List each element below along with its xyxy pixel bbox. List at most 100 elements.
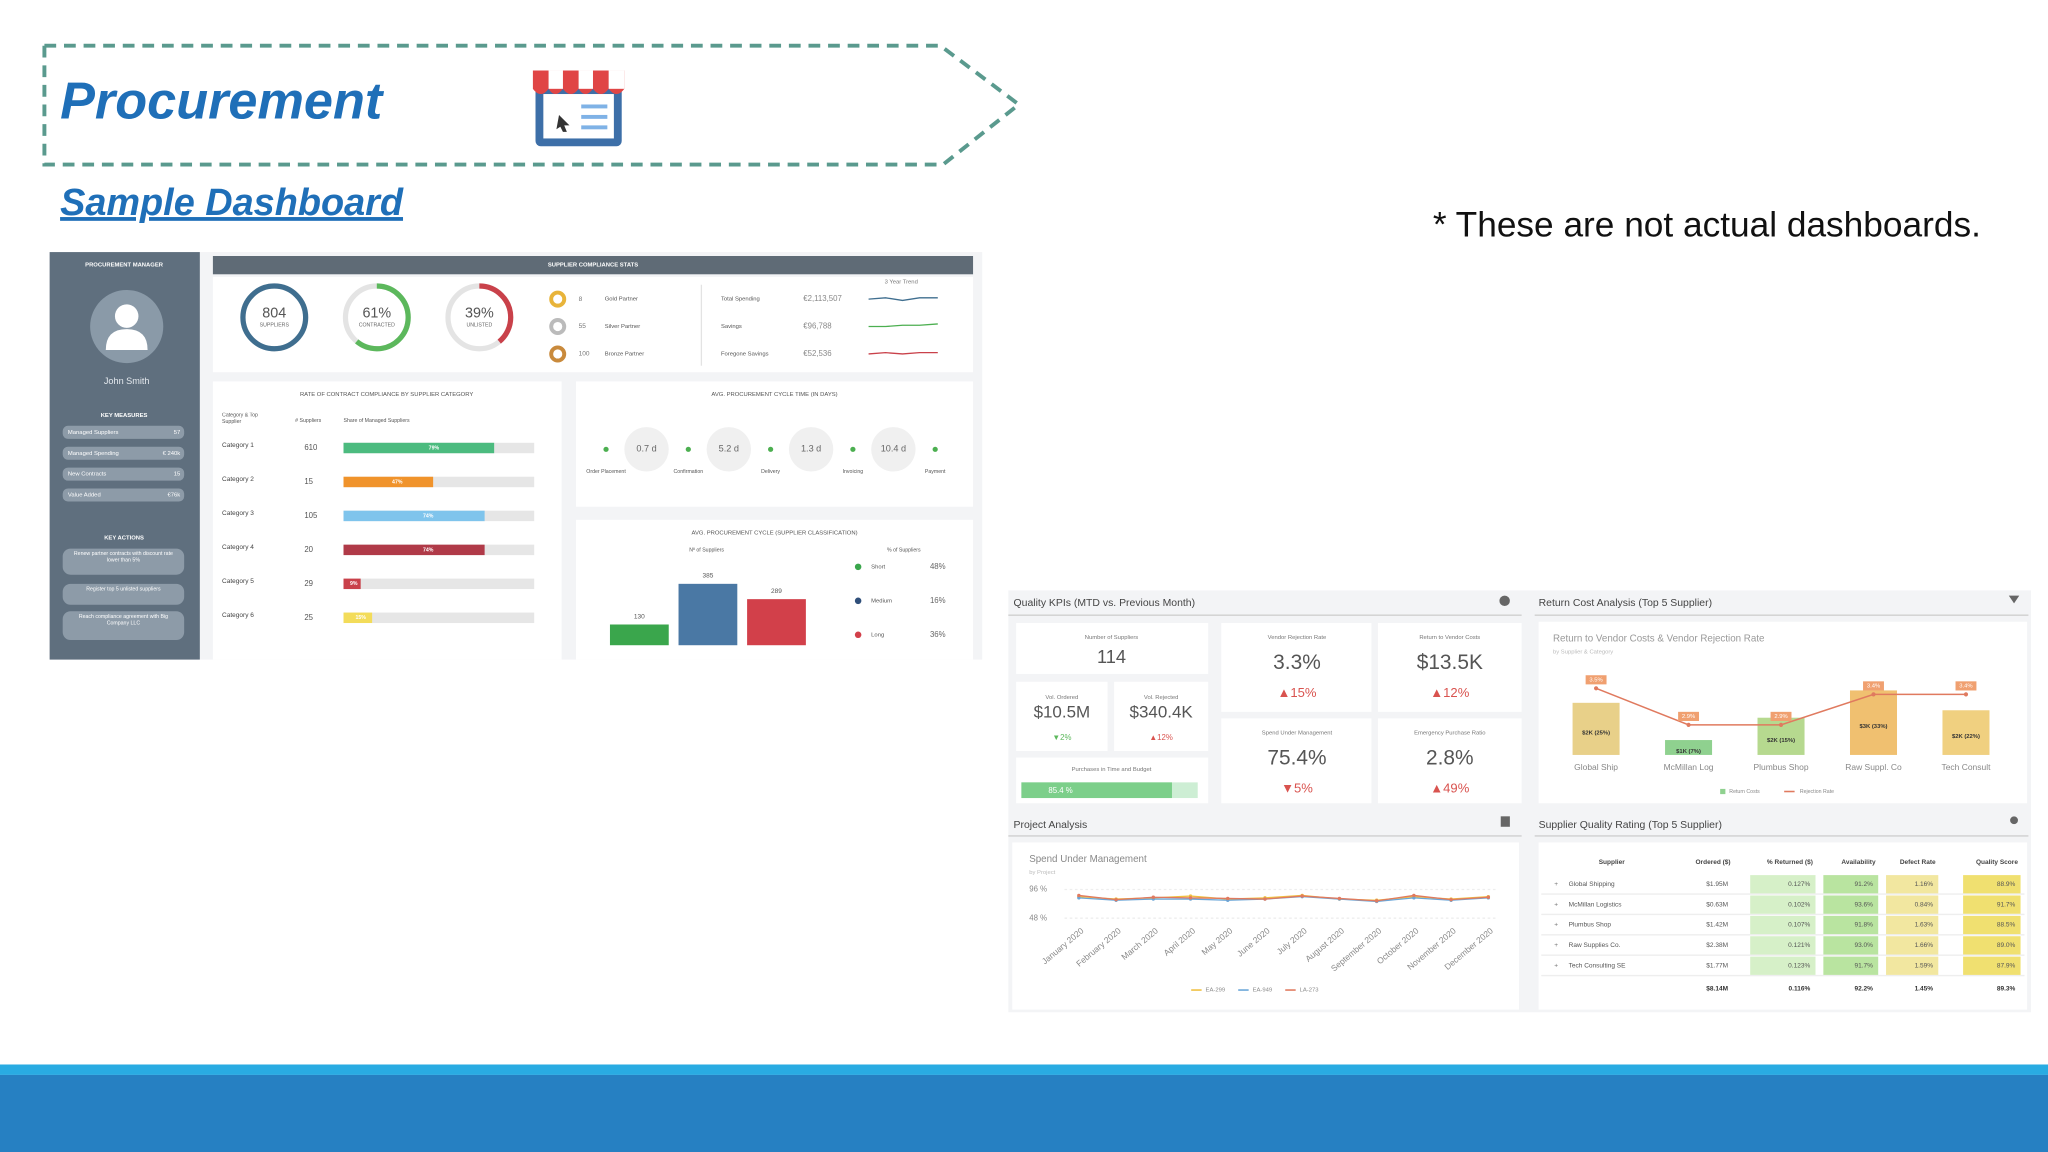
kpi-value: 3.3%: [1273, 651, 1321, 674]
action-text: Register top 5 unlisted suppliers: [86, 586, 160, 591]
cell-highlight: [1750, 956, 1816, 975]
category-label: Category 4: [222, 544, 254, 551]
rate-label-box: [1863, 681, 1884, 691]
column-header: Ordered ($): [1695, 859, 1730, 866]
rate-label-box: [1585, 675, 1607, 685]
kpi-value: 114: [1097, 646, 1126, 667]
table-cell: 91.7%: [1854, 962, 1873, 969]
share-label: 15%: [355, 615, 366, 621]
measure-value: €76k: [168, 493, 181, 499]
total-cell: 92.2%: [1854, 985, 1873, 992]
measure-value: € 240k: [163, 451, 181, 457]
series-point: [1449, 897, 1453, 902]
table-cell: $1.77M: [1706, 962, 1728, 969]
partner-count: 100: [579, 351, 590, 358]
chart-title: Return to Vendor Costs & Vendor Rejectio…: [1553, 633, 1765, 644]
cell-highlight: [1750, 875, 1816, 894]
legend-share: 36%: [930, 630, 946, 639]
cell-highlight: [1886, 936, 1939, 955]
kpi-value: $13.5K: [1417, 651, 1483, 674]
panel-title: SUPPLIER COMPLIANCE STATS: [548, 263, 638, 269]
section-title: KEY ACTIONS: [104, 536, 144, 542]
panel-title: AVG. PROCUREMENT CYCLE TIME (IN DAYS): [711, 392, 837, 398]
cell-highlight: [1823, 915, 1879, 935]
cell-highlight: [1750, 895, 1816, 914]
series-point: [1226, 896, 1230, 901]
legend-label: Short: [871, 564, 885, 570]
kpi-change: ▲12%: [1430, 685, 1469, 700]
share-bar: [343, 544, 485, 556]
cost-label: $2K (25%): [1582, 730, 1610, 736]
measure-pill: [62, 488, 185, 502]
category-label: Raw Suppl. Co: [1845, 762, 1902, 772]
legend-dot: [854, 597, 862, 605]
category-label: Plumbus Shop: [1753, 762, 1808, 772]
table-cell: 93.0%: [1854, 942, 1873, 949]
column-header: % Returned ($): [1767, 859, 1813, 866]
series-line: [1078, 894, 1489, 902]
table-cell: 88.5%: [1997, 922, 2016, 929]
category-label: Category 2: [222, 476, 254, 483]
cost-label: $1K (7%): [1676, 749, 1701, 755]
table-cell: 87.9%: [1997, 962, 2016, 969]
total-cell: 1.45%: [1915, 985, 1934, 992]
partner-badge: [549, 345, 567, 363]
measure-label: Managed Suppliers: [68, 430, 119, 436]
duration-bubble: [624, 427, 669, 472]
bar-value: 289: [771, 588, 782, 595]
cell-highlight: [1823, 936, 1879, 955]
section-title: KEY MEASURES: [101, 413, 148, 419]
legend-label: LA-273: [1300, 988, 1319, 994]
legend-dot: [854, 563, 862, 571]
rate-label-box: [1770, 711, 1792, 721]
kpi-value: 75.4%: [1267, 746, 1326, 769]
share-bar: [343, 578, 361, 590]
dashboard-2-frame: [1008, 590, 2032, 1013]
rate-point: [1871, 692, 1876, 697]
cost-bar: [1942, 710, 1990, 755]
step-label: Payment: [925, 469, 946, 474]
supplier-name: McMillan Logistics: [1569, 901, 1623, 908]
rate-label: 3.5%: [1589, 677, 1602, 683]
category-label: Tech Consult: [1941, 762, 1991, 772]
measure-pill: [62, 425, 185, 439]
rate-label: 2.9%: [1774, 714, 1787, 720]
gauge-caption: SUPPLIERS: [260, 323, 290, 329]
spending-value: €52,536: [803, 349, 832, 358]
step-label-text: Delivery: [761, 468, 781, 475]
action-text-text: Reach compliance agreement with Big Comp…: [78, 613, 168, 626]
page-subtitle: Sample Dashboard: [60, 182, 404, 224]
series-point: [1412, 896, 1416, 900]
series-point: [1374, 899, 1379, 903]
kpi-change: ▲12%: [1149, 733, 1172, 742]
measure-value: 57: [174, 430, 181, 436]
step-label-text: Order Placement: [586, 468, 626, 475]
chart-subtitle: % of Suppliers: [887, 547, 921, 553]
legend-swatch: [1720, 788, 1726, 795]
kpi-label: Vendor Rejection Rate: [1268, 635, 1327, 641]
user-name: John Smith: [104, 376, 150, 386]
supplier-count: 25: [304, 613, 313, 622]
step-dot: [768, 446, 774, 452]
table-cell: 91.8%: [1854, 922, 1873, 929]
expand-icon: +: [1554, 881, 1558, 888]
y-tick-label: 48 %: [1029, 913, 1047, 922]
wrapped-label-text: Category & Top Supplier: [222, 412, 258, 424]
kpi-value: $340.4K: [1130, 703, 1194, 722]
share-bar: [343, 612, 373, 624]
kpi-change: ▼2%: [1052, 733, 1071, 742]
panel-title: RATE OF CONTRACT COMPLIANCE BY SUPPLIER …: [300, 392, 473, 398]
bar-track: [343, 578, 535, 590]
column-header: Share of Managed Suppliers: [344, 418, 411, 424]
cell-highlight: [1886, 895, 1939, 914]
table-cell: 1.16%: [1915, 881, 1934, 888]
action-text: Renew partner contracts with discount ra…: [74, 551, 173, 562]
y-tick-label: 96 %: [1029, 885, 1047, 894]
duration-bubble: [871, 427, 916, 472]
partner-label: Gold Partner: [605, 297, 638, 303]
category-label: McMillan Log: [1664, 762, 1714, 772]
step-dot: [932, 446, 938, 452]
action-pill: [62, 548, 185, 575]
rate-label-box: [1678, 711, 1700, 721]
